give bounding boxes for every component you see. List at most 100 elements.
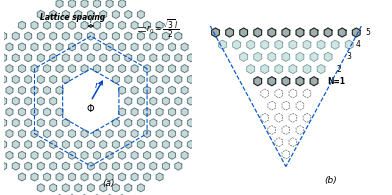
Polygon shape bbox=[69, 21, 75, 29]
Polygon shape bbox=[162, 140, 169, 148]
Polygon shape bbox=[62, 11, 69, 18]
Polygon shape bbox=[282, 52, 290, 61]
Polygon shape bbox=[131, 21, 138, 29]
Polygon shape bbox=[131, 173, 138, 181]
Polygon shape bbox=[119, 21, 125, 29]
Polygon shape bbox=[289, 113, 297, 122]
Polygon shape bbox=[75, 184, 82, 192]
Polygon shape bbox=[156, 108, 163, 116]
Polygon shape bbox=[113, 162, 119, 170]
Polygon shape bbox=[75, 32, 82, 40]
Polygon shape bbox=[131, 65, 138, 73]
Polygon shape bbox=[240, 52, 247, 61]
Polygon shape bbox=[37, 97, 44, 105]
Polygon shape bbox=[56, 43, 63, 51]
Polygon shape bbox=[137, 75, 144, 83]
Polygon shape bbox=[31, 151, 38, 159]
Polygon shape bbox=[75, 140, 82, 148]
Polygon shape bbox=[18, 173, 25, 181]
Text: Lattice spacing: Lattice spacing bbox=[40, 12, 105, 21]
Polygon shape bbox=[187, 140, 194, 148]
Text: 4: 4 bbox=[356, 40, 361, 49]
Polygon shape bbox=[187, 75, 194, 83]
Polygon shape bbox=[247, 40, 254, 49]
Polygon shape bbox=[18, 86, 25, 94]
Polygon shape bbox=[137, 97, 144, 105]
Text: (b): (b) bbox=[324, 176, 337, 185]
Polygon shape bbox=[268, 52, 276, 61]
Polygon shape bbox=[0, 75, 7, 83]
Polygon shape bbox=[6, 43, 13, 51]
Polygon shape bbox=[50, 184, 57, 192]
Polygon shape bbox=[125, 140, 132, 148]
Polygon shape bbox=[69, 151, 75, 159]
Polygon shape bbox=[87, 162, 94, 170]
Polygon shape bbox=[181, 108, 188, 116]
Polygon shape bbox=[31, 108, 38, 116]
Polygon shape bbox=[175, 97, 182, 105]
Polygon shape bbox=[247, 65, 254, 74]
Polygon shape bbox=[303, 89, 311, 98]
Polygon shape bbox=[175, 75, 182, 83]
Polygon shape bbox=[282, 101, 290, 110]
Polygon shape bbox=[100, 140, 107, 148]
Polygon shape bbox=[137, 162, 144, 170]
Polygon shape bbox=[289, 138, 297, 147]
Polygon shape bbox=[37, 184, 44, 192]
Text: 3: 3 bbox=[347, 52, 351, 61]
Polygon shape bbox=[240, 28, 247, 37]
Polygon shape bbox=[37, 11, 44, 18]
Polygon shape bbox=[310, 28, 318, 37]
Polygon shape bbox=[119, 43, 125, 51]
Polygon shape bbox=[56, 0, 63, 8]
Text: N=1: N=1 bbox=[327, 77, 345, 86]
Polygon shape bbox=[282, 28, 290, 37]
Polygon shape bbox=[254, 77, 261, 86]
Polygon shape bbox=[282, 150, 290, 159]
Polygon shape bbox=[25, 75, 32, 83]
Polygon shape bbox=[25, 32, 32, 40]
Polygon shape bbox=[12, 54, 19, 62]
Polygon shape bbox=[0, 119, 7, 127]
Polygon shape bbox=[187, 119, 194, 127]
Polygon shape bbox=[75, 54, 82, 62]
Polygon shape bbox=[119, 65, 125, 73]
Polygon shape bbox=[37, 140, 44, 148]
Polygon shape bbox=[282, 126, 290, 135]
Polygon shape bbox=[143, 108, 151, 116]
Polygon shape bbox=[169, 151, 176, 159]
Polygon shape bbox=[81, 43, 88, 51]
Polygon shape bbox=[303, 65, 311, 74]
Polygon shape bbox=[268, 77, 276, 86]
Polygon shape bbox=[296, 101, 304, 110]
Polygon shape bbox=[100, 54, 107, 62]
Polygon shape bbox=[175, 140, 182, 148]
Polygon shape bbox=[44, 108, 51, 116]
Text: $r_0=\dfrac{\sqrt{3}\,l}{2}$: $r_0=\dfrac{\sqrt{3}\,l}{2}$ bbox=[146, 18, 180, 40]
Polygon shape bbox=[44, 65, 51, 73]
Polygon shape bbox=[324, 52, 332, 61]
Polygon shape bbox=[175, 162, 182, 170]
Polygon shape bbox=[94, 0, 100, 8]
Polygon shape bbox=[150, 119, 157, 127]
Polygon shape bbox=[12, 119, 19, 127]
Polygon shape bbox=[119, 108, 125, 116]
Polygon shape bbox=[12, 162, 19, 170]
Polygon shape bbox=[169, 108, 176, 116]
Polygon shape bbox=[143, 130, 151, 138]
Polygon shape bbox=[169, 43, 176, 51]
Polygon shape bbox=[137, 119, 144, 127]
Polygon shape bbox=[338, 28, 346, 37]
Polygon shape bbox=[31, 65, 38, 73]
Polygon shape bbox=[0, 32, 7, 40]
Polygon shape bbox=[125, 119, 132, 127]
Polygon shape bbox=[137, 184, 144, 192]
Polygon shape bbox=[275, 40, 283, 49]
Polygon shape bbox=[143, 65, 151, 73]
Polygon shape bbox=[44, 130, 51, 138]
Polygon shape bbox=[150, 32, 157, 40]
Polygon shape bbox=[50, 54, 57, 62]
Polygon shape bbox=[69, 173, 75, 181]
Polygon shape bbox=[175, 119, 182, 127]
Polygon shape bbox=[261, 89, 269, 98]
